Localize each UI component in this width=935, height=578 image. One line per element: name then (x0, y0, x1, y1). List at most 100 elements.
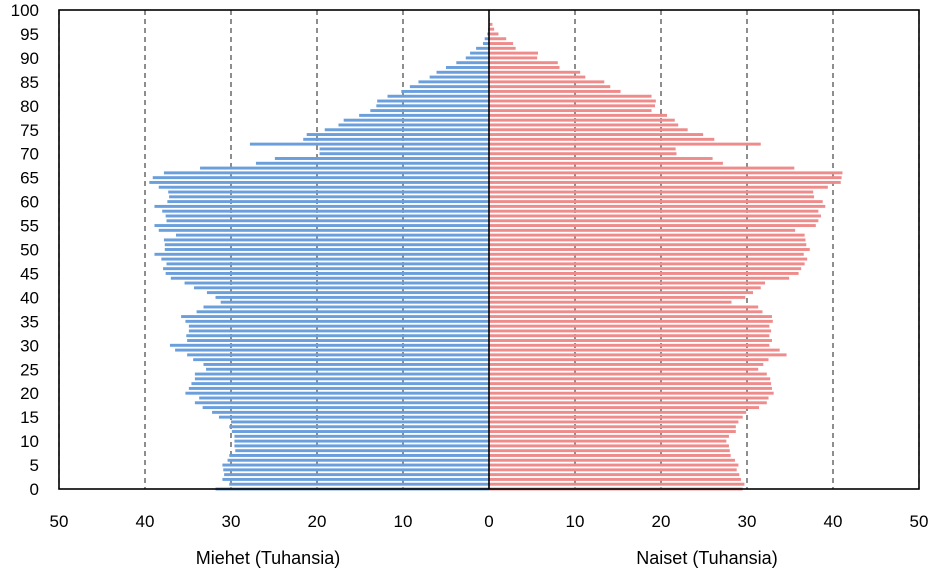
bar-women-age-55 (489, 224, 816, 228)
bar-women-age-75 (489, 128, 688, 132)
bar-women-age-10 (489, 439, 727, 443)
bar-women-age-62 (489, 190, 814, 194)
y-tick-label: 30 (20, 336, 39, 355)
bar-women-age-58 (489, 209, 819, 213)
bar-men-age-56 (166, 219, 489, 223)
bar-men-age-9 (234, 444, 489, 448)
bar-women-age-95 (489, 32, 499, 36)
bar-women-age-43 (489, 281, 766, 285)
bar-men-age-95 (487, 32, 489, 36)
bar-women-age-26 (489, 362, 764, 366)
bar-men-age-22 (191, 382, 489, 386)
y-tick-label: 35 (20, 312, 39, 331)
bar-women-age-60 (489, 200, 823, 204)
bar-women-age-61 (489, 195, 815, 199)
bar-women-age-11 (489, 434, 729, 438)
bar-men-age-71 (319, 147, 489, 151)
bar-women-age-84 (489, 85, 611, 89)
bar-men-age-44 (170, 276, 490, 280)
bar-women-age-79 (489, 109, 652, 113)
y-tick-label: 45 (20, 264, 39, 283)
bar-women-age-48 (489, 257, 808, 261)
bar-men-age-26 (203, 362, 490, 366)
bar-men-age-91 (470, 51, 489, 55)
bar-women-age-16 (489, 410, 747, 414)
x-tick-labels: 50 40 30 20 10 0 10 20 30 40 50 (50, 512, 929, 531)
bar-men-age-57 (165, 214, 489, 218)
bar-men-age-51 (164, 243, 489, 247)
bar-women-age-72 (489, 142, 761, 146)
bar-men-age-48 (161, 257, 489, 261)
y-tick-label: 60 (20, 193, 39, 212)
bar-men-age-14 (231, 420, 489, 424)
bar-men-age-5 (222, 463, 489, 467)
bar-men-age-88 (446, 66, 489, 69)
bar-men-age-41 (206, 291, 490, 295)
bar-women-age-76 (489, 123, 679, 127)
x-tick-label: 10 (394, 512, 413, 531)
bar-men-age-85 (418, 80, 489, 84)
bar-women-age-81 (489, 99, 656, 103)
bar-men-age-53 (175, 233, 489, 237)
bar-men-age-61 (169, 195, 489, 199)
bar-women-age-52 (489, 238, 806, 242)
bar-women-age-85 (489, 80, 605, 84)
bar-women-age-28 (489, 353, 787, 357)
bar-women-age-64 (489, 180, 841, 184)
bar-women-age-82 (489, 94, 652, 98)
bar-men-age-8 (235, 449, 489, 453)
bar-men-age-17 (202, 406, 489, 410)
bar-women-age-20 (489, 391, 774, 395)
bar-men-age-50 (164, 248, 489, 251)
bar-women-age-91 (489, 51, 539, 55)
bar-men-age-86 (429, 75, 489, 79)
bar-men-age-84 (409, 85, 489, 89)
bar-women-age-96 (489, 27, 495, 31)
bar-women-age-27 (489, 358, 769, 362)
x-tick-label: 30 (738, 512, 757, 531)
bar-women-age-17 (489, 406, 760, 410)
bar-women-age-36 (489, 315, 772, 319)
bar-men-age-65 (152, 176, 490, 180)
bar-women-age-93 (489, 42, 514, 46)
bar-women-age-45 (489, 271, 799, 275)
bar-women-age-92 (489, 46, 516, 50)
bar-women-age-97 (489, 22, 493, 26)
x-tick-label: 20 (652, 512, 671, 531)
x-tick-label: 10 (566, 512, 585, 531)
bar-men-age-37 (196, 310, 489, 314)
bar-women-age-78 (489, 113, 668, 117)
bar-men-age-42 (194, 286, 489, 290)
bar-men-age-79 (370, 109, 489, 113)
bar-men-age-80 (376, 104, 489, 108)
bar-women-age-39 (489, 300, 732, 304)
bar-men-age-76 (338, 123, 489, 127)
bar-women-age-83 (489, 89, 621, 93)
x-tick-label: 0 (484, 512, 493, 531)
bar-men-age-66 (163, 171, 490, 175)
bar-women-age-88 (489, 66, 560, 69)
bar-women-age-42 (489, 286, 761, 290)
y-tick-label: 50 (20, 241, 39, 260)
bar-women-age-33 (489, 329, 772, 333)
bar-men-age-35 (185, 319, 490, 323)
bar-women-age-47 (489, 262, 805, 266)
bar-women-age-70 (489, 152, 677, 156)
bar-men-age-33 (188, 329, 490, 333)
bar-men-age-74 (306, 133, 489, 137)
bar-men-age-18 (194, 401, 489, 405)
y-tick-label: 40 (20, 288, 39, 307)
bar-women-age-59 (489, 204, 826, 208)
bar-men-age-54 (158, 228, 489, 232)
bar-men-age-49 (154, 252, 489, 256)
bar-women-age-1 (489, 482, 745, 486)
bar-men-age-63 (158, 185, 489, 189)
y-tick-label: 70 (20, 145, 39, 164)
y-tick-label: 15 (20, 408, 39, 427)
bar-women-age-77 (489, 118, 675, 122)
y-tick-label: 55 (20, 217, 39, 236)
bar-women-age-44 (489, 276, 790, 280)
y-tick-label: 80 (20, 97, 39, 116)
bar-women-age-18 (489, 401, 767, 405)
